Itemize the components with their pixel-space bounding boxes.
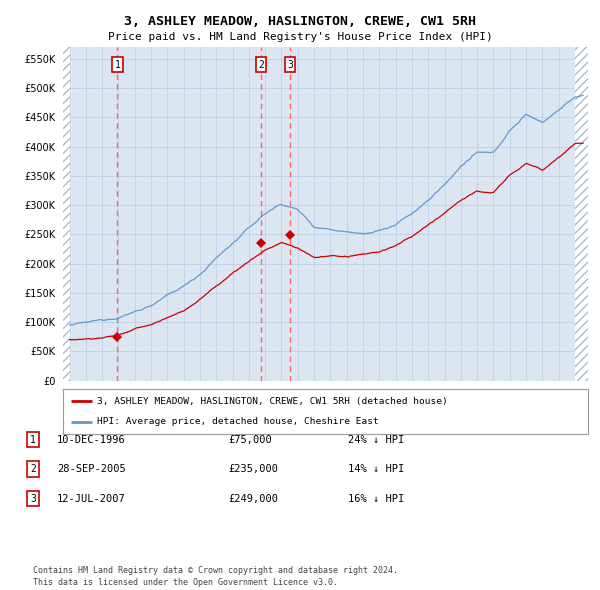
Text: 24% ↓ HPI: 24% ↓ HPI	[348, 435, 404, 444]
Text: 3: 3	[30, 494, 36, 503]
Text: 2: 2	[258, 60, 264, 70]
Text: 16% ↓ HPI: 16% ↓ HPI	[348, 494, 404, 503]
Text: £235,000: £235,000	[228, 464, 278, 474]
Text: Price paid vs. HM Land Registry's House Price Index (HPI): Price paid vs. HM Land Registry's House …	[107, 32, 493, 42]
Text: HPI: Average price, detached house, Cheshire East: HPI: Average price, detached house, Ches…	[97, 417, 379, 426]
Text: 12-JUL-2007: 12-JUL-2007	[57, 494, 126, 503]
Text: 10-DEC-1996: 10-DEC-1996	[57, 435, 126, 444]
Text: Contains HM Land Registry data © Crown copyright and database right 2024.
This d: Contains HM Land Registry data © Crown c…	[33, 566, 398, 587]
Text: 3, ASHLEY MEADOW, HASLINGTON, CREWE, CW1 5RH: 3, ASHLEY MEADOW, HASLINGTON, CREWE, CW1…	[124, 15, 476, 28]
Text: £75,000: £75,000	[228, 435, 272, 444]
Text: 3: 3	[287, 60, 293, 70]
Text: 1: 1	[115, 60, 121, 70]
Text: 2: 2	[30, 464, 36, 474]
Text: 3, ASHLEY MEADOW, HASLINGTON, CREWE, CW1 5RH (detached house): 3, ASHLEY MEADOW, HASLINGTON, CREWE, CW1…	[97, 397, 448, 406]
Text: 14% ↓ HPI: 14% ↓ HPI	[348, 464, 404, 474]
Text: 1: 1	[30, 435, 36, 444]
Bar	[575, 47, 588, 381]
Bar	[63, 47, 70, 381]
Text: £249,000: £249,000	[228, 494, 278, 503]
Text: 28-SEP-2005: 28-SEP-2005	[57, 464, 126, 474]
